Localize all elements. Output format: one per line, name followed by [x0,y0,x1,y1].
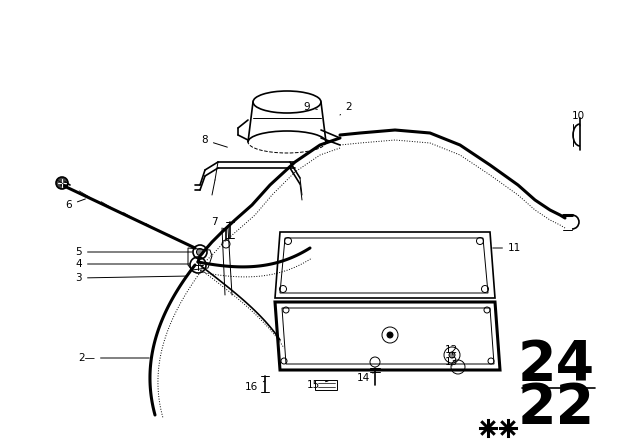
Text: 15: 15 [307,380,328,390]
Text: 3: 3 [76,273,188,283]
Text: 2—: 2— [78,353,149,363]
Circle shape [387,332,393,338]
Bar [315,380,337,390]
Text: 12: 12 [445,345,458,355]
Text: 6: 6 [65,199,85,210]
Text: 13: 13 [445,357,458,367]
Text: 11: 11 [493,243,521,253]
Circle shape [56,177,68,189]
Text: 24: 24 [517,338,595,392]
Text: 9: 9 [303,102,317,112]
Circle shape [486,426,490,430]
Text: 8: 8 [202,135,227,147]
Text: 5: 5 [76,247,192,257]
Circle shape [196,249,204,255]
Circle shape [506,426,510,430]
Text: 2: 2 [340,102,352,115]
Text: 22: 22 [517,381,595,435]
Text: 10: 10 [572,111,585,126]
Circle shape [449,352,455,358]
Text: 7: 7 [211,217,226,230]
Text: 16: 16 [244,381,265,392]
Text: 14: 14 [356,372,375,383]
Text: 4: 4 [76,259,189,269]
